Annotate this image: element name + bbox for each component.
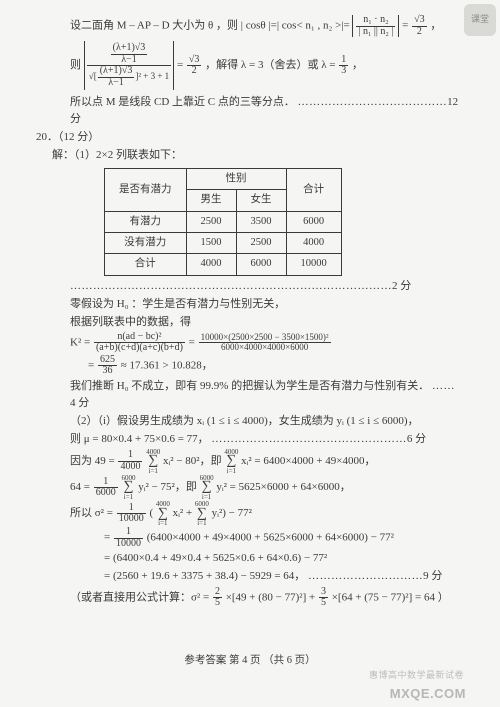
th-total: 合计 <box>286 169 341 212</box>
data-lead: 根据列联表中的数据，得 <box>70 314 460 331</box>
outer-abs: (λ+1)√3λ−1 √[(λ+1)√3λ−1]² + 3 + 1 <box>84 41 174 90</box>
p2-i: （2）（i）假设男生成绩为 xᵢ (1 ≤ i ≤ 4000)，女生成绩为 yᵢ… <box>70 413 460 430</box>
sigma-line4: = (2560 + 19.6 + 3375 + 38.4) − 5929 = 6… <box>70 568 460 585</box>
contingency-table: 是否有潜力 性别 合计 男生 女生 有潜力 2500 3500 6000 没有潜… <box>104 168 342 275</box>
abs-frac-1: n₁ · n₂| n₁ || n₂ | <box>352 15 399 37</box>
k2-numeric: 10000×(2500×2500 − 3500×1500)²6000×4000×… <box>199 333 331 353</box>
geom-conclusion: 所以点 M 是线段 CD 上靠近 C 点的三等分点． …………………………………… <box>70 94 460 128</box>
th-female: 女生 <box>236 190 286 211</box>
watermark-wechat: 惠博高中数学最新试卷 <box>369 668 464 681</box>
sigma2: 所以 σ² = 110000 ( 4000∑i=1 xᵢ² + 6000∑i=1… <box>70 501 460 526</box>
watermark: MXQE.COM <box>390 686 466 701</box>
corner-badge: 课堂 <box>464 4 496 36</box>
block-prefix: 则 <box>70 59 81 71</box>
table-row: 合计 <box>105 254 187 275</box>
one-third: 13 <box>339 55 348 77</box>
sqrt3-over-2a: √32 <box>412 15 427 37</box>
page-footer: 参考答案 第 4 页 （共 6 页） <box>0 652 500 667</box>
k2: K² = n(ad − bc)²(a+b)(c+d)(a+c)(b+d) = 1… <box>70 332 460 354</box>
th-row: 是否有潜力 <box>105 169 187 212</box>
sigma-line2: = 110000 (6400×4000 + 49×4000 + 5625×600… <box>70 527 460 549</box>
table-row: 有潜力 <box>105 211 187 232</box>
sigma-line3: = (6400×0.4 + 49×0.4 + 5625×0.6 + 64×0.6… <box>70 550 460 567</box>
score-2: …………………………………………………………………………2 分 <box>70 278 460 295</box>
geom-intro-text: 设二面角 M – AP – D 大小为 θ ，则 | cosθ |=| cos<… <box>70 20 350 32</box>
page-content: 设二面角 M – AP – D 大小为 θ ，则 | cosθ |=| cos<… <box>0 0 500 609</box>
mu: 则 μ = 80×0.4 + 75×0.6 = 77， ………………………………… <box>70 431 460 448</box>
k2-formula: n(ad − bc)²(a+b)(c+d)(a+c)(b+d) <box>94 332 185 354</box>
eq-sign: = <box>402 20 408 32</box>
eq49: 因为 49 = 14000 4000∑i=1 xᵢ² − 80²，即 4000∑… <box>70 449 460 474</box>
q20-sol-lead: 解：（1）2×2 列联表如下： <box>52 147 460 164</box>
sqrt3-over-2b: √32 <box>187 55 202 77</box>
q20-number: 20．（12 分） <box>36 129 460 146</box>
table-row: 没有潜力 <box>105 232 187 253</box>
h0: 零假设为 H₀ ：学生是否有潜力与性别无关， <box>70 296 460 313</box>
th-gender: 性别 <box>186 169 286 190</box>
th-male: 男生 <box>186 190 236 211</box>
k2-result: = 62536 ≈ 17.361 > 10.828， <box>70 355 460 377</box>
geom-block: 则 (λ+1)√3λ−1 √[(λ+1)√3λ−1]² + 3 + 1 = √3… <box>70 41 460 90</box>
geom-intro: 设二面角 M – AP – D 大小为 θ ，则 | cosθ |=| cos<… <box>70 15 460 37</box>
reject-h0: 我们推断 H₀ 不成立，即有 99.9% 的把握认为学生是否有潜力与性别有关． … <box>70 378 460 412</box>
eq64: 64 = 16000 6000∑i=1 yᵢ² − 75²，即 6000∑i=1… <box>70 475 460 500</box>
alt: （或者直接用公式计算：σ² = 25 ×[49 + (80 − 77)²] + … <box>70 587 460 609</box>
